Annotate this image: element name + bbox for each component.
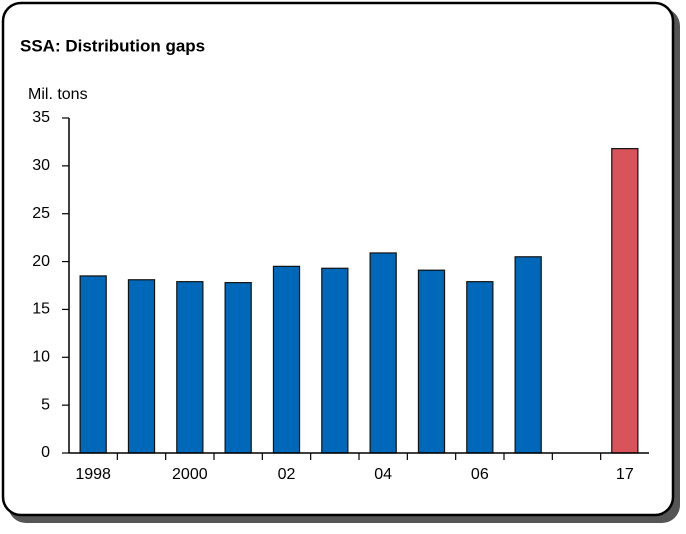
y-tick-label: 35 xyxy=(32,109,50,126)
bar xyxy=(514,256,542,454)
bar xyxy=(369,252,397,454)
bar xyxy=(466,281,494,454)
bar xyxy=(611,148,639,454)
bar xyxy=(127,279,156,454)
y-tick-label: 15 xyxy=(32,301,50,318)
x-tick-label: 1998 xyxy=(75,466,111,483)
y-tick-label: 20 xyxy=(32,253,50,270)
chart-title: SSA: Distribution gaps xyxy=(20,36,205,55)
y-tick-label: 25 xyxy=(32,205,50,222)
x-tick-label: 17 xyxy=(616,466,634,483)
x-tick-label: 2000 xyxy=(172,466,208,483)
x-tick-label: 04 xyxy=(374,466,392,483)
bar xyxy=(224,282,252,454)
y-tick-label: 5 xyxy=(41,396,50,413)
bar xyxy=(417,269,446,454)
y-tick-label: 30 xyxy=(32,157,50,174)
bar xyxy=(272,265,301,454)
bar xyxy=(321,267,349,454)
x-tick-label: 06 xyxy=(471,466,489,483)
y-axis-label: Mil. tons xyxy=(28,86,88,103)
bar xyxy=(79,275,107,454)
y-tick-label: 10 xyxy=(32,349,50,366)
bar xyxy=(176,281,204,454)
frame xyxy=(1,1,675,517)
x-tick-label: 02 xyxy=(278,466,296,483)
y-tick-label: 0 xyxy=(41,444,50,461)
